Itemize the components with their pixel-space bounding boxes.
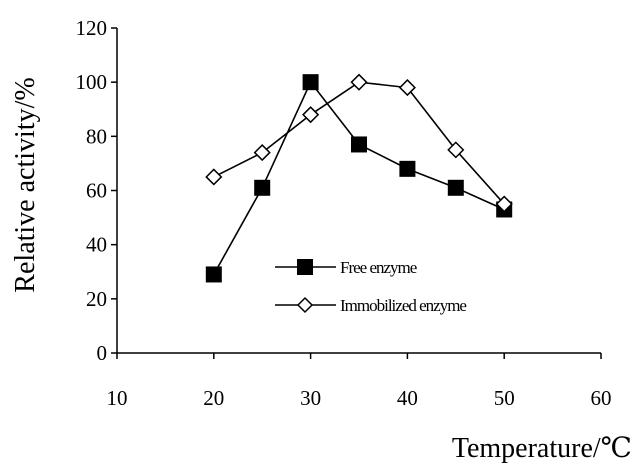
ticks: 0 20 40 60 80 100 120 10 20 30 40 50 60 [76, 16, 612, 410]
series-immobilized-enzyme [205, 73, 513, 213]
data-point-free-enzyme [447, 179, 464, 196]
series-free-enzyme [205, 74, 513, 283]
x-axis-label: Temperature/℃ [452, 433, 632, 464]
x-tick-label: 40 [397, 386, 418, 410]
legend-marker-free-enzyme [297, 259, 313, 275]
data-point-immobilized-enzyme [253, 144, 271, 162]
data-point-immobilized-enzyme [447, 141, 465, 159]
data-point-immobilized-enzyme [302, 106, 320, 124]
data-point-immobilized-enzyme [205, 168, 223, 186]
x-tick-label: 10 [107, 386, 128, 410]
legend-label-immobilized-enzyme: Immobilized enzyme [340, 296, 466, 315]
series-line-free-enzyme [213, 80, 505, 275]
series-layer [205, 73, 513, 283]
y-tick-label: 120 [76, 16, 108, 40]
data-point-immobilized-enzyme [398, 79, 416, 97]
data-point-immobilized-enzyme [495, 195, 513, 213]
legend-marker-immobilized-enzyme [296, 296, 314, 314]
data-point-free-enzyme [302, 74, 319, 91]
y-tick-label: 100 [76, 70, 108, 94]
y-tick-label: 60 [86, 179, 107, 203]
legend-entry-immobilized-enzyme: Immobilized enzyme [275, 296, 467, 315]
data-point-free-enzyme [399, 160, 416, 177]
data-point-immobilized-enzyme [350, 73, 368, 91]
legend-label-free-enzyme: Free enzyme [340, 258, 417, 277]
legend: Free enzyme Immobilized enzyme [275, 258, 467, 315]
x-tick-label: 50 [494, 386, 515, 410]
x-tick-label: 60 [591, 386, 612, 410]
y-tick-label: 40 [86, 233, 107, 257]
data-point-free-enzyme [351, 136, 367, 153]
x-tick-label: 20 [203, 386, 224, 410]
y-tick-label: 80 [86, 124, 107, 148]
y-tick-label: 20 [86, 287, 107, 311]
data-point-free-enzyme [254, 179, 271, 196]
y-tick-label: 0 [97, 341, 108, 365]
data-point-free-enzyme [205, 266, 222, 283]
y-axis-label: Relative activity/% [10, 77, 41, 292]
legend-entry-free-enzyme: Free enzyme [275, 258, 418, 277]
x-tick-label: 30 [300, 386, 321, 410]
